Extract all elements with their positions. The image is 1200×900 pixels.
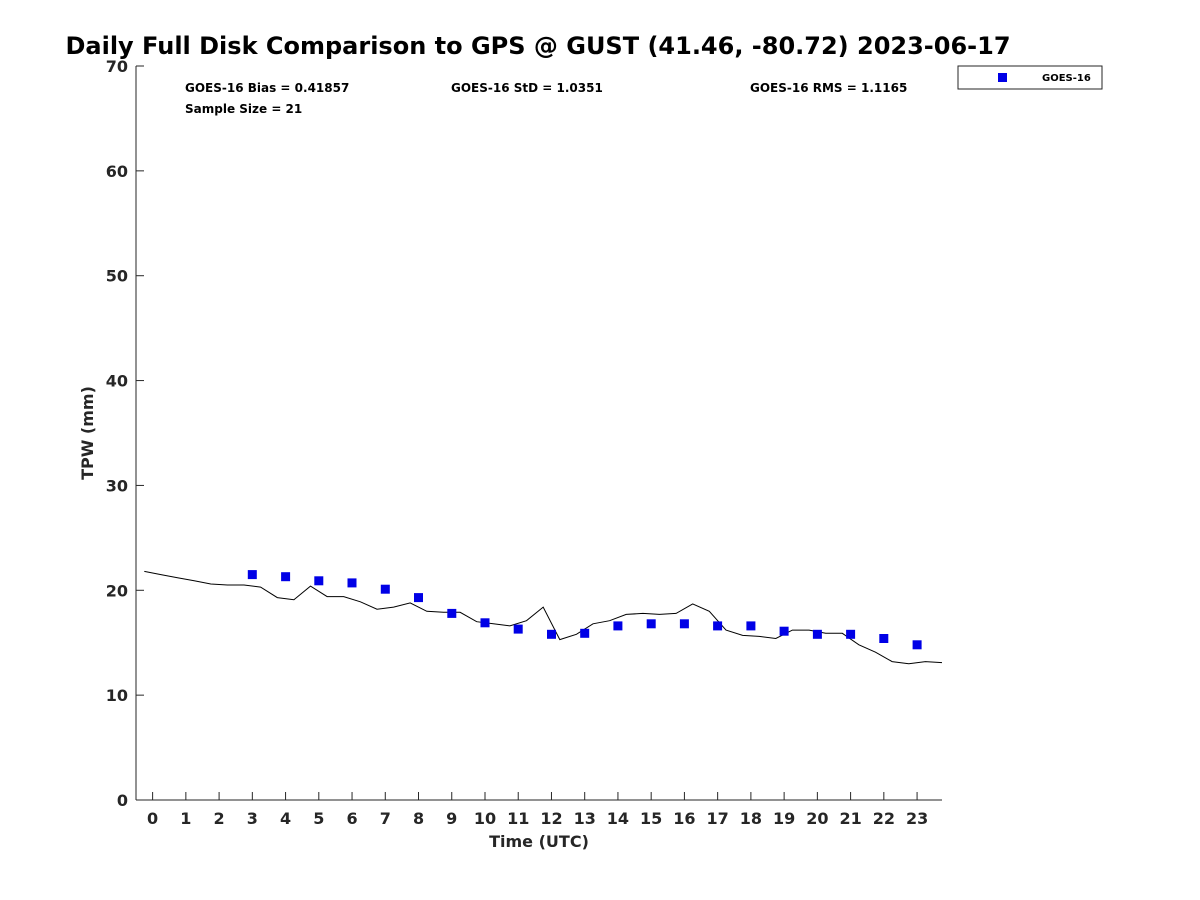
goes-16-point — [912, 640, 922, 650]
goes-16-point — [347, 578, 357, 588]
goes-16-point — [281, 572, 291, 582]
x-tick-label: 16 — [673, 809, 695, 828]
goes-16-point — [247, 570, 257, 580]
x-tick-label: 19 — [773, 809, 795, 828]
bias-stat: GOES-16 Bias = 0.41857 — [185, 81, 349, 95]
y-tick-label: 0 — [117, 791, 128, 810]
legend-marker-goes-16 — [998, 73, 1007, 82]
x-ticks: 0 1 2 3 4 5 6 7 8 9 10 11 12 13 14 15 16 17 18 19 20 21 22 23 — [147, 792, 928, 828]
x-tick-label: 4 — [280, 809, 291, 828]
goes-16-point — [613, 621, 623, 631]
sample-size-stat: Sample Size = 21 — [185, 102, 302, 116]
goes-16-point — [646, 619, 656, 629]
goes-16-point — [314, 576, 324, 586]
gps-series-layer — [144, 570, 943, 665]
goes-16-point — [846, 629, 856, 639]
goes-16-point — [380, 584, 390, 594]
legend-box — [957, 65, 1103, 90]
y-tick-label: 10 — [106, 686, 128, 705]
goes-16-point — [679, 619, 689, 629]
x-tick-label: 1 — [180, 809, 191, 828]
goes-16-point — [746, 621, 756, 631]
x-tick-label: 23 — [906, 809, 928, 828]
x-tick-label: 15 — [640, 809, 662, 828]
y-axis-label: TPW (mm) — [78, 386, 97, 480]
y-tick-label: 40 — [106, 372, 128, 391]
goes-16-point — [447, 608, 457, 618]
x-tick-label: 13 — [574, 809, 596, 828]
x-tick-label: 5 — [313, 809, 324, 828]
goes-16-point — [414, 593, 423, 603]
goes-16-point — [513, 624, 523, 634]
x-axis-label: Time (UTC) — [489, 832, 589, 851]
x-tick-label: 17 — [707, 809, 729, 828]
legend: GOES-16 — [957, 65, 1103, 90]
y-tick-label: 70 — [106, 57, 128, 76]
goes-16-point — [879, 634, 889, 643]
y-tick-label: 60 — [106, 162, 128, 181]
x-tick-label: 20 — [806, 809, 828, 828]
rms-stat: GOES-16 RMS = 1.1165 — [750, 81, 907, 95]
goes-16-point — [547, 629, 556, 639]
x-tick-label: 9 — [446, 809, 457, 828]
x-tick-label: 11 — [507, 809, 529, 828]
x-tick-label: 2 — [214, 809, 225, 828]
y-tick-label: 30 — [106, 476, 128, 495]
x-tick-label: 8 — [413, 809, 424, 828]
chart-title: Daily Full Disk Comparison to GPS @ GUST… — [65, 32, 1010, 60]
y-tick-label: 50 — [106, 267, 128, 286]
std-stat: GOES-16 StD = 1.0351 — [451, 81, 603, 95]
x-tick-label: 21 — [839, 809, 861, 828]
x-tick-label: 14 — [607, 809, 629, 828]
goes-16-point — [779, 626, 789, 636]
legend-label-goes-16: GOES-16 — [1042, 73, 1091, 84]
x-tick-label: 0 — [147, 809, 158, 828]
x-tick-label: 18 — [740, 809, 762, 828]
y-ticks: 0 10 20 30 40 50 60 70 — [106, 57, 144, 810]
plot-axes — [135, 66, 942, 801]
goes-16-point — [812, 629, 822, 639]
x-tick-label: 7 — [380, 809, 391, 828]
y-tick-label: 20 — [106, 581, 128, 600]
x-tick-label: 22 — [873, 809, 895, 828]
x-tick-label: 3 — [247, 809, 258, 828]
goes-16-point — [580, 628, 590, 638]
x-tick-label: 10 — [474, 809, 496, 828]
goes-16-point — [713, 621, 723, 631]
goes-16-series-layer — [247, 570, 922, 650]
x-tick-label: 6 — [346, 809, 357, 828]
gps-tpw-line — [144, 570, 943, 665]
x-tick-label: 12 — [540, 809, 562, 828]
goes-16-point — [480, 618, 490, 628]
